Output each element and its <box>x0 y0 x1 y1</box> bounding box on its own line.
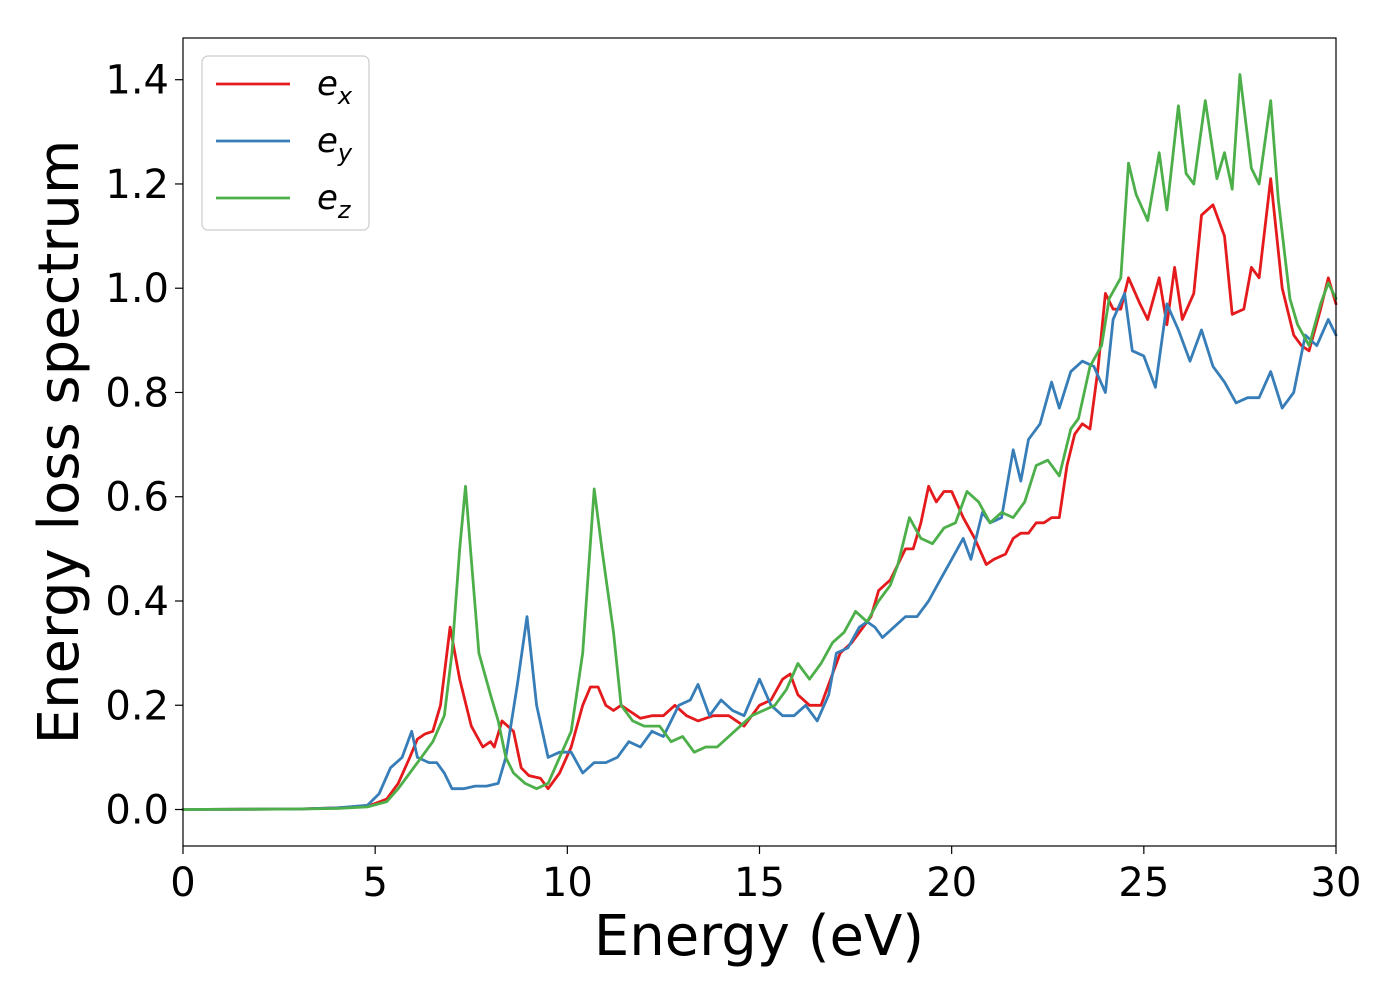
series-line-y <box>181 292 1338 811</box>
y-tick-label: 0.2 <box>105 683 169 729</box>
y-tick-label: 1.4 <box>105 58 169 104</box>
x-axis-label: Energy (eV) <box>594 904 924 969</box>
y-tick-label: 0.8 <box>105 370 169 416</box>
x-tick-label: 15 <box>734 860 785 906</box>
legend-subscript: z <box>337 196 352 224</box>
legend-subscript: y <box>337 139 353 167</box>
x-tick-label: 10 <box>542 860 593 906</box>
x-tick-label: 20 <box>926 860 977 906</box>
x-tick-label: 30 <box>1311 860 1362 906</box>
legend-subscript: x <box>337 82 353 110</box>
legend-box <box>201 55 370 231</box>
x-tick-label: 5 <box>362 860 387 906</box>
y-tick-label: 0.6 <box>105 475 169 521</box>
x-tick-label: 25 <box>1118 860 1169 906</box>
x-axis: 0 5 10 15 20 25 30 <box>170 846 1361 906</box>
series-layer <box>181 73 1338 811</box>
series-line-z <box>181 73 1338 811</box>
y-axis-label: Energy loss spectrum <box>27 140 92 745</box>
y-tick-label: 0.4 <box>105 579 169 625</box>
series-line-x <box>181 177 1338 811</box>
y-tick-label: 0.0 <box>105 788 169 834</box>
y-axis: 0.0 0.2 0.4 0.6 0.8 1.0 1.2 1.4 <box>105 58 183 834</box>
y-tick-label: 1.0 <box>105 266 169 312</box>
y-tick-label: 1.2 <box>105 162 169 208</box>
x-tick-label: 0 <box>170 860 195 906</box>
